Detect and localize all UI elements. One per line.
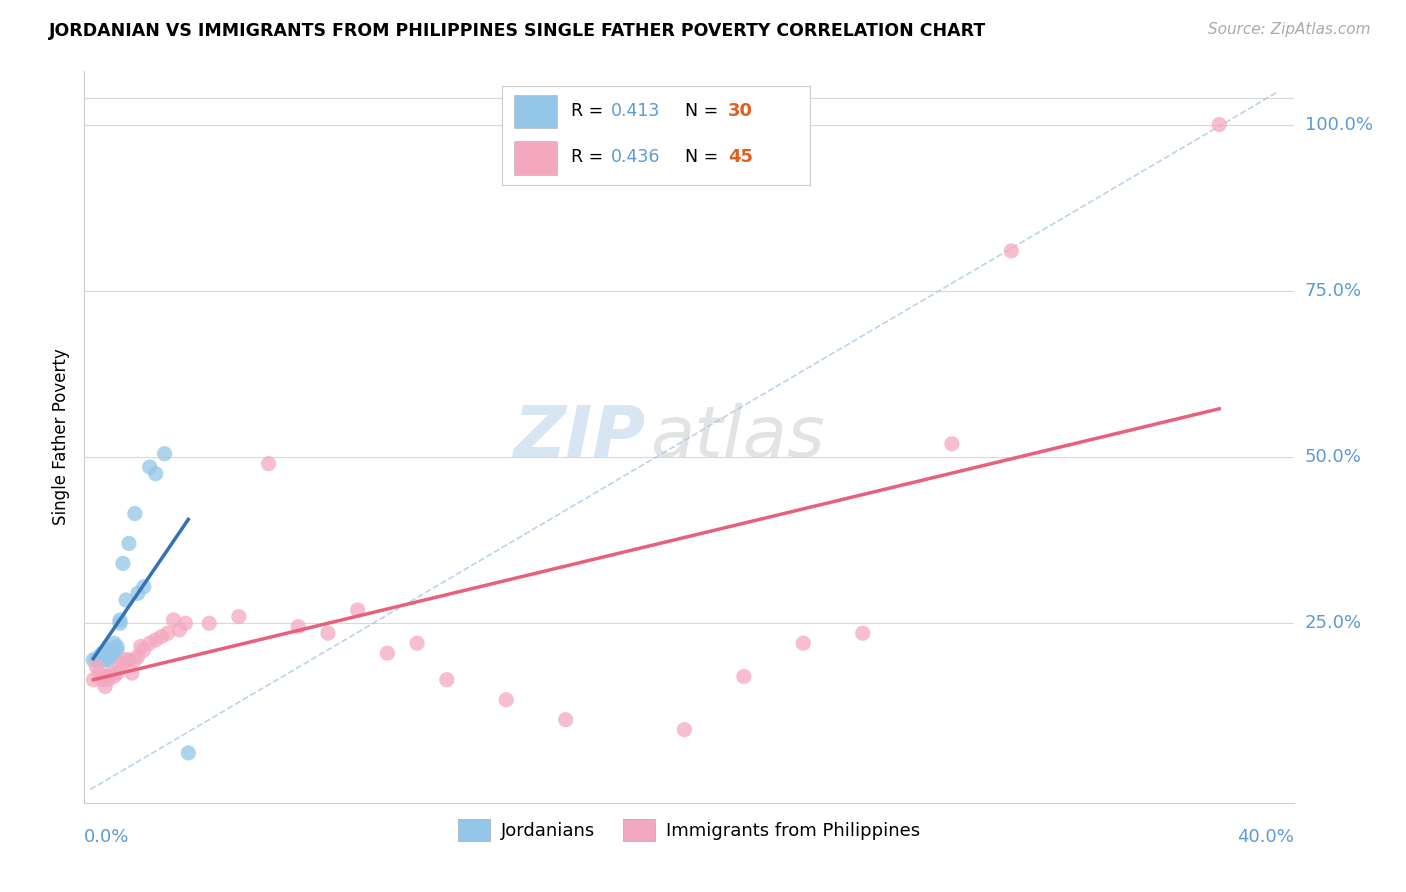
Point — [97, 669, 120, 683]
Point — [82, 653, 104, 667]
Point — [287, 619, 309, 633]
Point — [91, 673, 114, 687]
Point — [105, 640, 128, 654]
Text: 25.0%: 25.0% — [1305, 615, 1362, 632]
Point — [97, 673, 120, 687]
Point — [118, 653, 141, 667]
Point — [132, 643, 155, 657]
Y-axis label: Single Father Poverty: Single Father Poverty — [52, 349, 70, 525]
Point — [316, 626, 339, 640]
Text: ZIP: ZIP — [515, 402, 647, 472]
Point — [97, 653, 120, 667]
Legend: Jordanians, Immigrants from Philippines: Jordanians, Immigrants from Philippines — [451, 812, 927, 848]
Point — [103, 646, 125, 660]
Point — [108, 616, 131, 631]
Point — [89, 649, 111, 664]
Point — [124, 507, 146, 521]
Text: 40.0%: 40.0% — [1237, 828, 1294, 846]
Point — [673, 723, 696, 737]
Point — [108, 613, 131, 627]
Point — [495, 692, 517, 706]
Point — [103, 636, 125, 650]
Point — [115, 593, 138, 607]
Point — [156, 626, 179, 640]
Text: atlas: atlas — [650, 402, 825, 472]
Point — [132, 580, 155, 594]
Text: 100.0%: 100.0% — [1305, 116, 1372, 134]
Point — [91, 649, 114, 664]
Point — [97, 643, 120, 657]
Point — [103, 669, 125, 683]
Point — [91, 646, 114, 660]
Point — [174, 616, 197, 631]
Point — [162, 613, 184, 627]
Point — [177, 746, 200, 760]
Point — [82, 673, 104, 687]
Point — [84, 659, 107, 673]
Point — [153, 447, 176, 461]
Point — [1208, 118, 1230, 132]
Point — [94, 680, 117, 694]
Point — [100, 643, 122, 657]
Point — [169, 623, 191, 637]
Point — [377, 646, 399, 660]
Point — [406, 636, 429, 650]
Text: Source: ZipAtlas.com: Source: ZipAtlas.com — [1208, 22, 1371, 37]
Point — [97, 649, 120, 664]
Point — [105, 643, 128, 657]
Text: 0.0%: 0.0% — [84, 828, 129, 846]
Point — [145, 632, 167, 647]
Point — [941, 436, 963, 450]
Point — [100, 666, 122, 681]
Point — [108, 659, 131, 673]
Point — [124, 653, 146, 667]
Point — [94, 649, 117, 664]
Point — [554, 713, 576, 727]
Point — [792, 636, 814, 650]
Point — [118, 536, 141, 550]
Text: JORDANIAN VS IMMIGRANTS FROM PHILIPPINES SINGLE FATHER POVERTY CORRELATION CHART: JORDANIAN VS IMMIGRANTS FROM PHILIPPINES… — [49, 22, 987, 40]
Point — [89, 666, 111, 681]
Point — [115, 653, 138, 667]
Point — [198, 616, 221, 631]
Point — [127, 649, 149, 664]
Point — [138, 636, 160, 650]
Point — [100, 649, 122, 664]
Point — [257, 457, 280, 471]
Point — [129, 640, 152, 654]
Point — [127, 586, 149, 600]
Point — [84, 653, 107, 667]
Point — [94, 646, 117, 660]
Point — [436, 673, 458, 687]
Point — [111, 656, 134, 670]
Point — [89, 653, 111, 667]
Point — [121, 666, 143, 681]
Point — [138, 460, 160, 475]
Point — [145, 467, 167, 481]
Point — [94, 669, 117, 683]
Point — [733, 669, 755, 683]
Point — [346, 603, 368, 617]
Point — [852, 626, 875, 640]
Point — [150, 630, 173, 644]
Point — [1000, 244, 1022, 258]
Point — [228, 609, 250, 624]
Point — [111, 557, 134, 571]
Text: 50.0%: 50.0% — [1305, 448, 1361, 466]
Text: 75.0%: 75.0% — [1305, 282, 1362, 300]
Point — [94, 653, 117, 667]
Point — [105, 666, 128, 681]
